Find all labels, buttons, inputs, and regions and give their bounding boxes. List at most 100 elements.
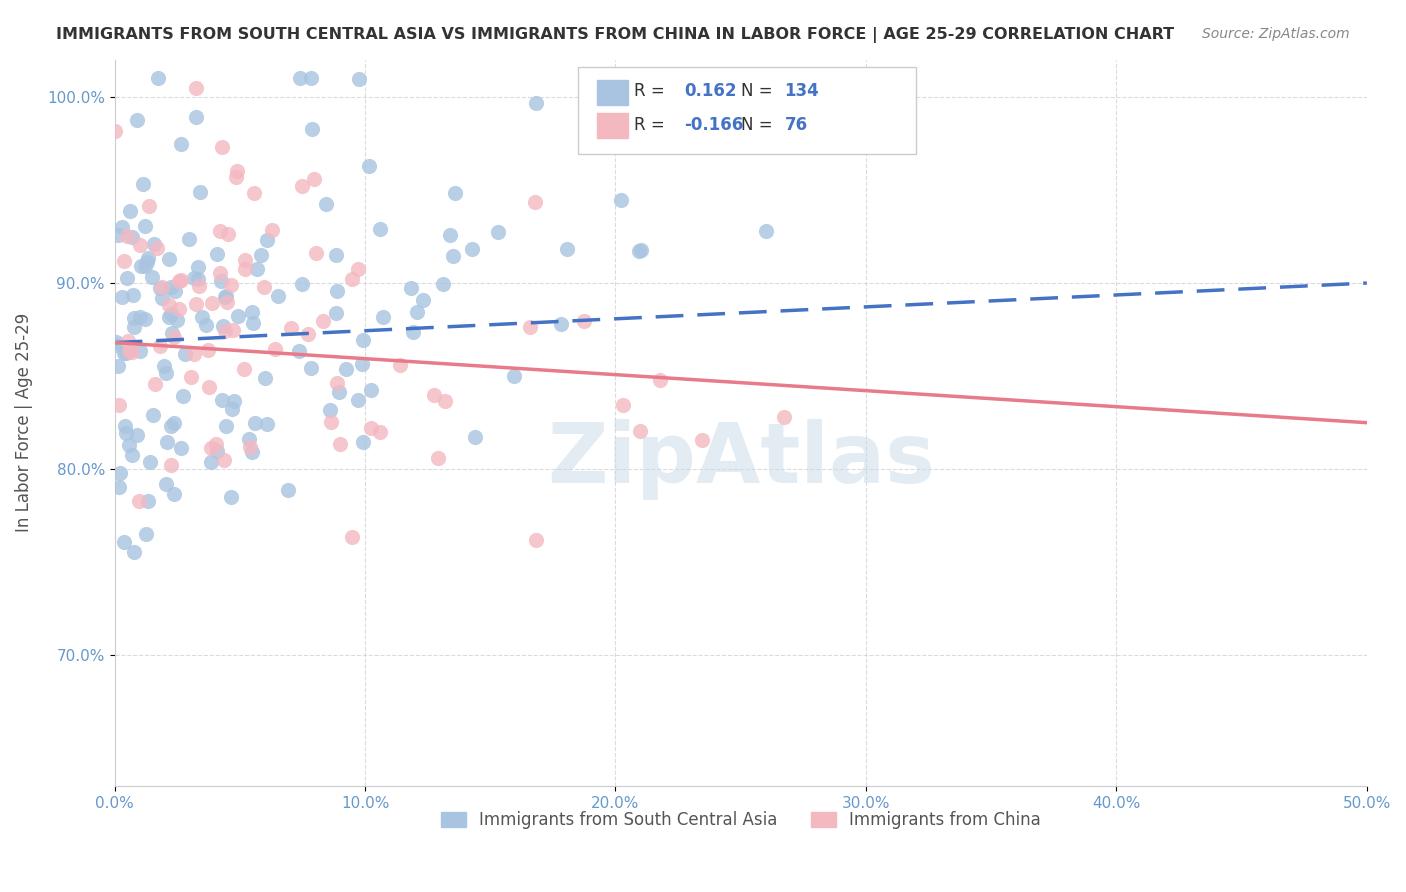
Point	[524, 194, 547, 209]
Point	[225, 164, 247, 178]
Point	[399, 280, 422, 294]
Point	[207, 247, 229, 261]
Point	[155, 434, 177, 449]
Point	[215, 289, 238, 303]
Legend: Immigrants from South Central Asia, Immigrants from China: Immigrants from South Central Asia, Immi…	[434, 805, 1047, 836]
Point	[690, 434, 713, 448]
Point	[360, 383, 382, 397]
Point	[142, 408, 165, 422]
Point	[111, 290, 134, 304]
Point	[209, 266, 232, 280]
FancyBboxPatch shape	[596, 112, 628, 138]
Point	[444, 186, 467, 200]
Point	[134, 312, 156, 326]
Point	[170, 137, 193, 152]
Point	[141, 270, 163, 285]
Point	[211, 139, 233, 153]
Point	[254, 370, 277, 384]
Point	[212, 452, 235, 467]
Point	[139, 455, 162, 469]
Point	[149, 339, 172, 353]
Point	[630, 244, 652, 258]
Text: 134: 134	[785, 82, 820, 100]
Text: ZipAtlas: ZipAtlas	[547, 418, 935, 500]
Point	[434, 394, 457, 409]
Point	[184, 110, 207, 124]
Point	[153, 359, 176, 373]
Point	[117, 344, 139, 359]
Point	[127, 112, 149, 127]
Point	[439, 227, 461, 242]
Point	[117, 334, 139, 348]
Point	[160, 280, 183, 294]
Point	[233, 362, 256, 376]
FancyBboxPatch shape	[578, 67, 917, 154]
Point	[201, 295, 224, 310]
Point	[256, 233, 278, 247]
Point	[200, 455, 222, 469]
Point	[389, 358, 412, 372]
Point	[166, 313, 188, 327]
Point	[340, 530, 363, 544]
Point	[209, 224, 232, 238]
Point	[114, 346, 136, 360]
Point	[233, 252, 256, 267]
Point	[117, 438, 139, 452]
Point	[136, 494, 159, 508]
Point	[267, 289, 290, 303]
Point	[160, 458, 183, 472]
Text: N =: N =	[741, 82, 778, 100]
Point	[555, 242, 578, 256]
Point	[612, 398, 634, 412]
Text: IMMIGRANTS FROM SOUTH CENTRAL ASIA VS IMMIGRANTS FROM CHINA IN LABOR FORCE | AGE: IMMIGRANTS FROM SOUTH CENTRAL ASIA VS IM…	[56, 27, 1174, 43]
Text: Source: ZipAtlas.com: Source: ZipAtlas.com	[1202, 27, 1350, 41]
Point	[326, 284, 349, 298]
Point	[326, 376, 349, 390]
Point	[253, 280, 276, 294]
Point	[143, 376, 166, 391]
Point	[197, 343, 219, 358]
Point	[183, 271, 205, 285]
Point	[280, 321, 302, 335]
Point	[128, 493, 150, 508]
Point	[352, 434, 374, 449]
Point	[260, 222, 283, 236]
Point	[131, 178, 153, 192]
Point	[242, 316, 264, 330]
Point	[315, 197, 337, 211]
Point	[328, 384, 350, 399]
Point	[149, 280, 172, 294]
Point	[121, 448, 143, 462]
Point	[217, 227, 239, 242]
Point	[329, 436, 352, 450]
Y-axis label: In Labor Force | Age 25-29: In Labor Force | Age 25-29	[15, 313, 32, 533]
Point	[108, 466, 131, 480]
Point	[215, 294, 238, 309]
Point	[486, 225, 509, 239]
Point	[104, 124, 127, 138]
Point	[461, 243, 484, 257]
Point	[127, 428, 149, 442]
Point	[441, 249, 464, 263]
Point	[225, 169, 247, 184]
Point	[277, 483, 299, 497]
Point	[134, 219, 156, 233]
Point	[115, 229, 138, 244]
Point	[368, 222, 391, 236]
Point	[204, 437, 226, 451]
Point	[107, 359, 129, 373]
Point	[628, 244, 651, 259]
Point	[108, 480, 131, 494]
Point	[321, 415, 343, 429]
Point	[104, 334, 127, 349]
Point	[159, 307, 181, 321]
Point	[349, 72, 371, 87]
Point	[138, 199, 160, 213]
Point	[291, 178, 314, 193]
Point	[191, 310, 214, 324]
Point	[243, 417, 266, 431]
Point	[301, 121, 323, 136]
Point	[150, 292, 173, 306]
Point	[121, 345, 143, 359]
Point	[172, 389, 194, 403]
